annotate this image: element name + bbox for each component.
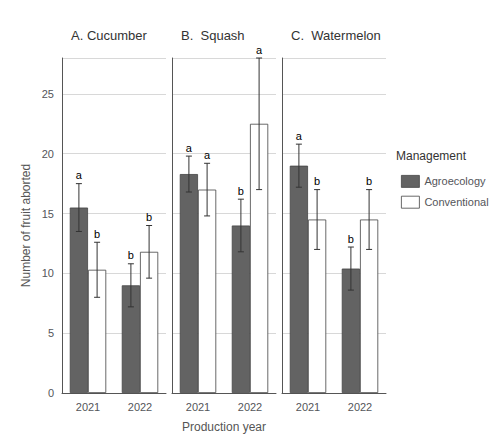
svg-text:a: a <box>256 44 263 56</box>
svg-text:2022: 2022 <box>238 401 262 413</box>
svg-text:b: b <box>128 249 134 261</box>
svg-text:2022: 2022 <box>128 401 152 413</box>
svg-text:B. Squash: B. Squash <box>181 28 245 43</box>
svg-text:25: 25 <box>42 88 54 100</box>
svg-text:2022: 2022 <box>348 401 372 413</box>
svg-text:A. Cucumber: A. Cucumber <box>71 28 148 43</box>
svg-text:15: 15 <box>42 208 54 220</box>
svg-text:b: b <box>146 211 152 223</box>
svg-text:2021: 2021 <box>186 401 210 413</box>
svg-text:a: a <box>296 130 303 142</box>
svg-text:a: a <box>76 169 83 181</box>
svg-text:Agroecology: Agroecology <box>424 175 486 187</box>
svg-text:2021: 2021 <box>76 401 100 413</box>
svg-text:b: b <box>94 228 100 240</box>
svg-text:5: 5 <box>48 327 54 339</box>
svg-text:20: 20 <box>42 148 54 160</box>
svg-text:Conventional: Conventional <box>424 196 488 208</box>
svg-text:2021: 2021 <box>296 401 320 413</box>
svg-text:Number of fruit aborted: Number of fruit aborted <box>19 164 33 287</box>
svg-text:b: b <box>314 175 320 187</box>
svg-text:10: 10 <box>42 267 54 279</box>
svg-text:a: a <box>186 142 193 154</box>
svg-text:a: a <box>204 149 211 161</box>
svg-text:b: b <box>348 233 354 245</box>
svg-text:C. Watermelon: C. Watermelon <box>291 28 381 43</box>
svg-text:0: 0 <box>48 387 54 399</box>
svg-text:b: b <box>238 185 244 197</box>
svg-text:Management: Management <box>396 149 467 163</box>
svg-text:Production year: Production year <box>182 420 266 434</box>
svg-text:b: b <box>366 175 372 187</box>
